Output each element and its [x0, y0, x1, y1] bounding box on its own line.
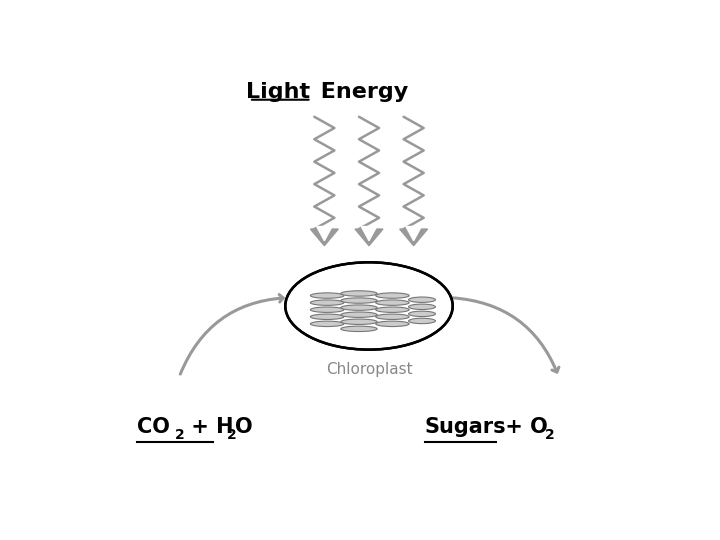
Polygon shape: [406, 227, 421, 241]
Ellipse shape: [310, 307, 344, 313]
FancyArrowPatch shape: [453, 298, 559, 372]
Text: Chloroplast: Chloroplast: [325, 362, 413, 377]
Polygon shape: [317, 227, 332, 241]
FancyArrowPatch shape: [180, 294, 283, 374]
Ellipse shape: [376, 321, 409, 327]
Text: O: O: [235, 417, 253, 437]
Ellipse shape: [409, 297, 436, 302]
Text: 2: 2: [545, 428, 554, 442]
Ellipse shape: [376, 314, 409, 320]
Polygon shape: [400, 229, 428, 246]
Ellipse shape: [310, 314, 344, 320]
Ellipse shape: [310, 293, 344, 298]
Ellipse shape: [341, 291, 377, 296]
Text: + O: + O: [498, 417, 548, 437]
Ellipse shape: [310, 321, 344, 327]
Text: 2: 2: [227, 428, 236, 442]
Text: CO: CO: [138, 417, 171, 437]
Ellipse shape: [409, 318, 436, 323]
Text: Sugars: Sugars: [425, 417, 506, 437]
Ellipse shape: [341, 326, 377, 332]
Ellipse shape: [341, 305, 377, 310]
Text: + H: + H: [184, 417, 233, 437]
Ellipse shape: [409, 311, 436, 316]
Polygon shape: [355, 229, 383, 246]
Ellipse shape: [341, 312, 377, 318]
Ellipse shape: [376, 300, 409, 305]
Ellipse shape: [341, 298, 377, 303]
Text: 2: 2: [176, 428, 185, 442]
Ellipse shape: [409, 304, 436, 309]
Text: Energy: Energy: [313, 82, 408, 102]
Polygon shape: [310, 229, 338, 246]
Ellipse shape: [341, 319, 377, 325]
Text: Light: Light: [246, 82, 310, 102]
Polygon shape: [361, 227, 377, 241]
Ellipse shape: [376, 293, 409, 298]
Ellipse shape: [376, 307, 409, 313]
Ellipse shape: [285, 262, 453, 349]
Ellipse shape: [310, 300, 344, 305]
